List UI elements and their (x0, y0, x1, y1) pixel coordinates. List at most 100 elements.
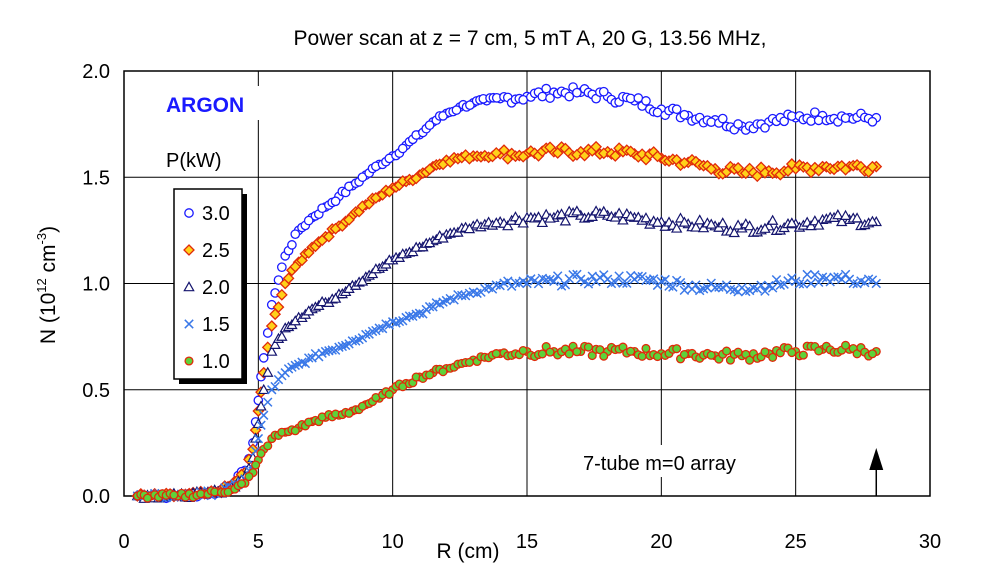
data-point-fill (251, 460, 261, 470)
data-point-fill (518, 276, 528, 286)
data-point-fill (839, 163, 852, 176)
data-point-fill (533, 278, 544, 289)
data-point-fill (590, 140, 603, 153)
x-axis-title: R (cm) (437, 540, 500, 563)
data-point-fill (756, 280, 766, 290)
data-point-fill (263, 397, 273, 407)
data-point-fill (733, 119, 743, 129)
data-point (253, 433, 264, 444)
data-point-fill (759, 222, 771, 233)
data-point-fill (599, 270, 609, 280)
data-point-fill (836, 274, 847, 285)
data-point-fill (236, 479, 247, 489)
data-point-fill (404, 311, 415, 321)
data-point-fill (597, 147, 610, 160)
data-point (414, 308, 425, 318)
data-point-fill (491, 280, 502, 290)
data-point-fill (517, 150, 530, 163)
data-point-fill (587, 271, 597, 281)
data-point-fill (289, 260, 302, 273)
data-point-fill (812, 219, 825, 230)
y-axis-title-suffix: ) (37, 226, 60, 233)
data-point-fill (806, 278, 816, 289)
data-point-fill (275, 288, 288, 301)
data-point-fill (836, 215, 848, 227)
legend-title: P(kW) (166, 150, 222, 172)
data-point-fill (491, 349, 501, 359)
data-point-fill (317, 348, 327, 358)
data-point-fill (303, 215, 314, 226)
data-point-fill (270, 381, 280, 392)
y-axis-title: N (1012 cm-3) (34, 226, 60, 344)
data-point-fill (675, 277, 686, 288)
data-point-fill (679, 349, 689, 360)
data-point-fill (798, 350, 808, 360)
data-point-fill (544, 141, 556, 154)
y-axis-title-mid: cm (37, 244, 60, 278)
data-point-fill (751, 170, 764, 183)
data-point-fill (733, 287, 743, 297)
data-point-fill (840, 269, 851, 280)
arrow-head (869, 448, 884, 470)
legend-label-3.0: 3.0 (202, 203, 230, 225)
data-point-fill (652, 280, 663, 291)
data-point-fill (560, 280, 571, 290)
data-point-fill (671, 104, 682, 115)
data-point-fill (839, 209, 852, 220)
annotation-bg (578, 445, 778, 477)
y-tick-label: 0.0 (82, 486, 110, 508)
x-tick-label: 15 (516, 531, 538, 553)
data-series (131, 82, 883, 504)
data-point-fill (142, 493, 153, 503)
data-point-fill (517, 217, 529, 228)
data-point-fill (568, 270, 578, 280)
data-point-fill (510, 277, 521, 288)
data-point-fill (276, 330, 288, 341)
data-point-fill (841, 340, 851, 350)
series-1.0 (132, 340, 881, 503)
data-point-fill (812, 164, 825, 177)
data-point-fill (595, 345, 605, 355)
data-point-fill (438, 297, 448, 307)
data-point-fill (287, 240, 297, 250)
data-point-fill (867, 349, 877, 359)
data-point-fill (805, 219, 817, 231)
data-point-fill (555, 208, 568, 219)
data-point-fill (263, 441, 273, 451)
data-point-fill (609, 150, 622, 162)
data-point-fill (787, 273, 797, 283)
y-tick-label: 2.0 (82, 61, 110, 83)
data-point-fill (733, 347, 743, 357)
x-tick-label: 10 (382, 531, 404, 553)
data-point-fill (640, 212, 652, 223)
series-2.5 (131, 140, 883, 503)
data-point-fill (624, 210, 637, 221)
data-point-fill (867, 116, 878, 127)
data-point-fill (282, 272, 295, 285)
data-point-fill (714, 282, 724, 292)
data-point-fill (572, 347, 582, 357)
data-point-fill (802, 269, 812, 280)
data-point-fill (503, 276, 513, 286)
data-point-fill (866, 160, 879, 173)
data-point-fill (381, 319, 391, 329)
data-point-fill (651, 216, 664, 227)
y-axis-title-exp2: -3 (34, 233, 49, 245)
data-point-fill (256, 448, 266, 459)
data-point-fill (490, 217, 503, 228)
data-point-fill (366, 267, 379, 279)
data-point-fill (316, 295, 328, 307)
data-point-fill (451, 105, 462, 115)
data-point-fill (545, 347, 555, 357)
data-point-fill (272, 301, 285, 314)
data-point-fill (705, 218, 717, 229)
data-point-fill (262, 366, 274, 377)
data-point-fill (760, 122, 770, 133)
legend-marker-1.0 (184, 356, 194, 366)
data-point-fill (743, 220, 756, 231)
data-point-fill (693, 214, 706, 225)
data-point-fill (829, 272, 839, 282)
data-point-fill (598, 205, 610, 216)
data-point-fill (725, 284, 736, 295)
